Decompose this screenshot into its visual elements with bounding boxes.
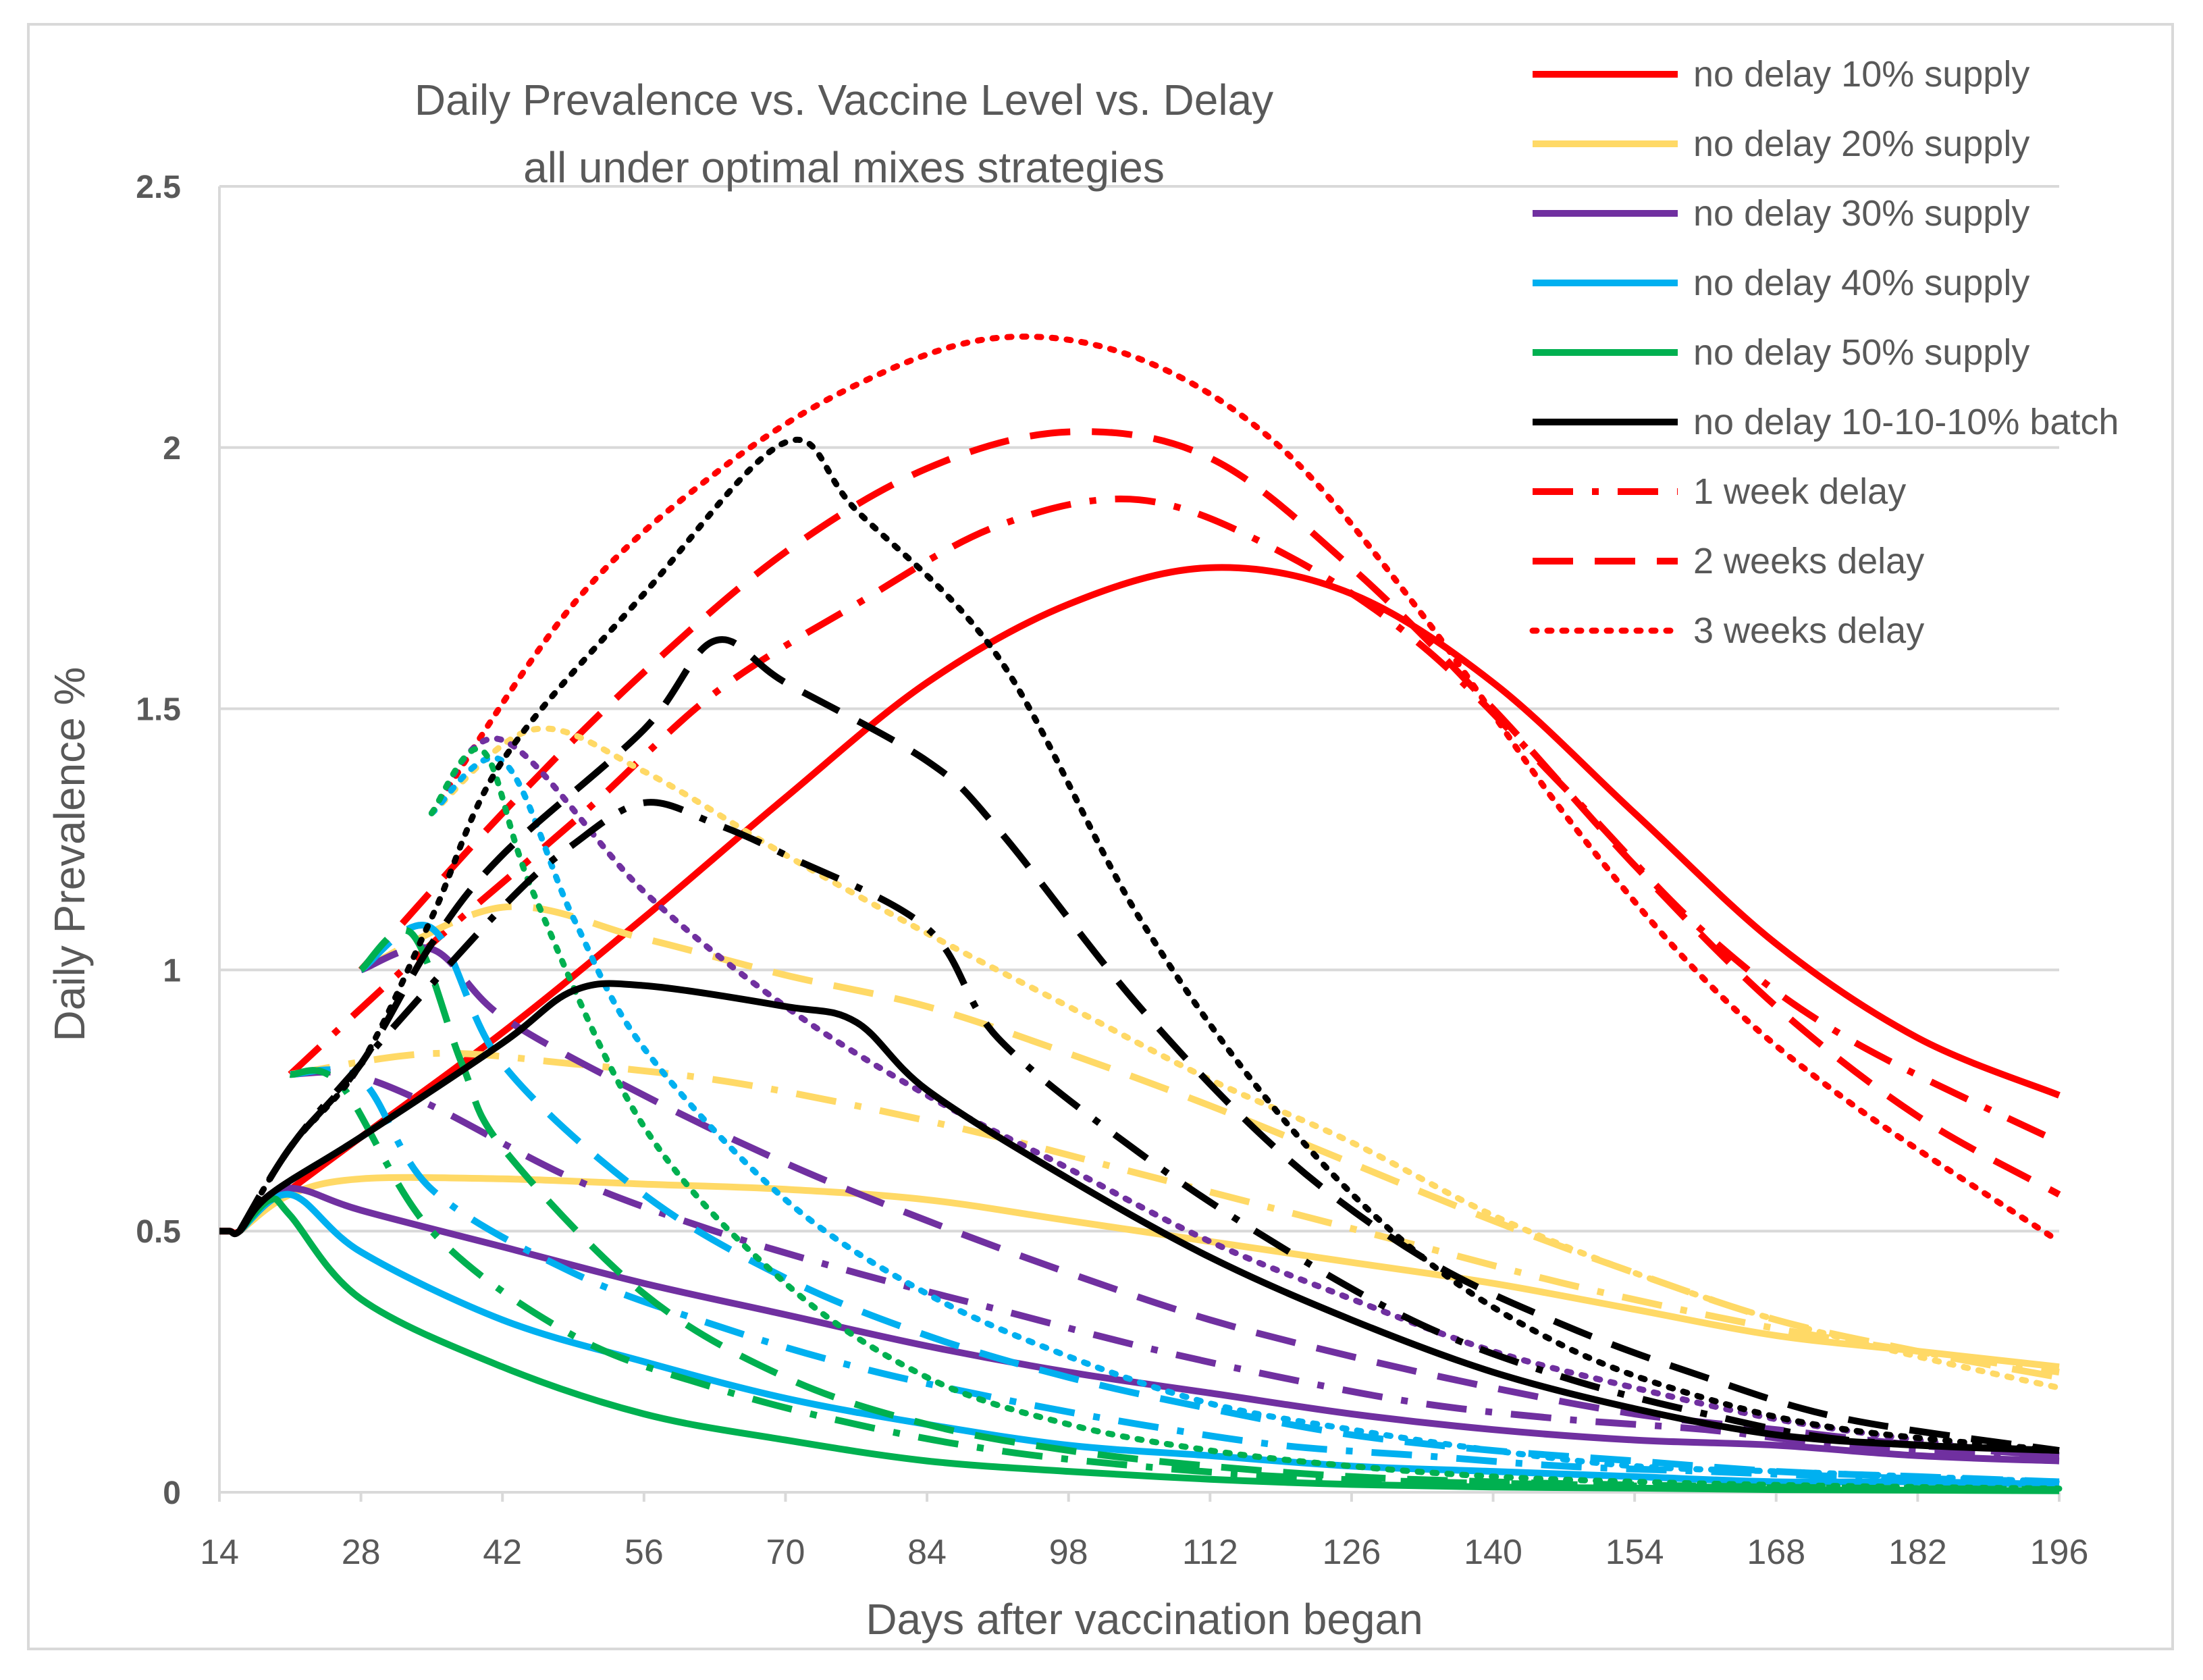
legend-label: 3 weeks delay [1693, 610, 1924, 651]
y-tick-label: 2.5 [136, 169, 181, 205]
x-tick-label: 154 [1605, 1533, 1664, 1572]
legend-label: no delay 20% supply [1693, 124, 2029, 164]
legend-label: no delay 10-10-10% batch [1693, 402, 2119, 442]
gridlines [219, 185, 2059, 1233]
series-line-3-weeks-delay-50- [428, 745, 2063, 1492]
y-axis-label: Daily Prevalence % [45, 667, 94, 1042]
chart-subtitle: all under optimal mixes strategies [523, 143, 1165, 192]
x-tick-label: 196 [2030, 1533, 2089, 1572]
series-line-1-week-delay-30- [290, 1068, 2060, 1459]
x-tick-label: 28 [342, 1533, 381, 1572]
legend-label: no delay 50% supply [1693, 332, 2029, 373]
series-line-no-delay-10-10-10-batch [219, 980, 2060, 1454]
legend-label: no delay 30% supply [1693, 193, 2029, 234]
x-tick-label: 140 [1464, 1533, 1522, 1572]
series-line-3-weeks-delay-20- [428, 725, 2063, 1391]
series-line-1-week-delay-50- [289, 1067, 2060, 1494]
series-line-2-weeks-delay-20- [359, 903, 2060, 1381]
series-line-1-week-delay-10- [288, 495, 2061, 1146]
series-line-1-week-delay-20- [290, 1049, 2060, 1376]
series-line-2-weeks-delay-batch [236, 636, 2060, 1454]
x-tick-label: 168 [1747, 1533, 1805, 1572]
series-line-3-weeks-delay-batch [236, 436, 2063, 1454]
y-tick-label: 0.5 [136, 1214, 181, 1250]
x-tick-label: 98 [1049, 1533, 1088, 1572]
x-axis-label: Days after vaccination began [866, 1595, 1423, 1644]
legend-label: 2 weeks delay [1693, 541, 1924, 581]
chart-title: Daily Prevalence vs. Vaccine Level vs. D… [415, 76, 1273, 124]
y-tick-label: 1 [163, 953, 181, 989]
x-tick-label: 112 [1182, 1533, 1238, 1572]
y-tick-label: 0 [163, 1475, 181, 1511]
x-tick-label: 70 [766, 1533, 805, 1572]
x-tick-label: 84 [907, 1533, 947, 1572]
legend: no delay 10% supply no delay 20% supply no… [1529, 54, 2119, 651]
legend-label: 1 week delay [1693, 471, 1906, 512]
series-line-no-delay-20-supply [237, 1174, 2060, 1371]
legend-label: no delay 10% supply [1693, 54, 2029, 95]
x-tick-label: 56 [625, 1533, 664, 1572]
series-lines [219, 333, 2063, 1494]
x-tick-label: 126 [1323, 1533, 1381, 1572]
x-tick-label: 42 [483, 1533, 522, 1572]
series-line-1-week-delay-40- [290, 1066, 2060, 1486]
x-tick-label: 182 [1888, 1533, 1947, 1572]
series-line-3-weeks-delay-10- [428, 333, 2063, 1245]
series-line-2-weeks-delay-10- [358, 428, 2061, 1198]
y-tick-label: 1.5 [136, 692, 181, 728]
series-line-3-weeks-delay-40- [428, 754, 2063, 1485]
legend-label: no delay 40% supply [1693, 263, 2029, 303]
series-line-no-delay-30-supply [236, 1184, 2060, 1465]
axes: 0 0.5 1 1.5 2 2.5 14 28 42 56 70 84 98 112 126 140 154 16… [136, 169, 2088, 1572]
series-line-no-delay-40-supply [237, 1190, 2060, 1488]
x-tick-label: 14 [200, 1533, 239, 1572]
series-line-1-week-delay-batch [236, 799, 2060, 1454]
y-tick-label: 2 [163, 431, 181, 467]
